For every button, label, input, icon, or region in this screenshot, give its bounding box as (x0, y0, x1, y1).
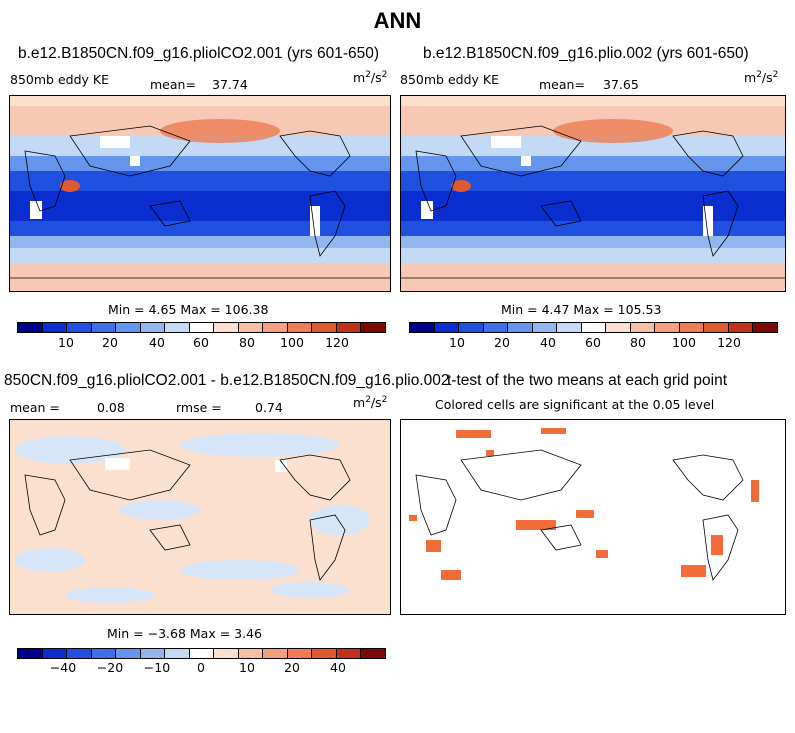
stats-bottom-left: Min = −3.68 Max = 3.46 (107, 626, 262, 641)
colorbar-tick: 40 (540, 335, 556, 350)
panel-title-bottom-left: 850CN.f09_g16.pliolCO2.001 - b.e12.B1850… (4, 372, 450, 389)
colorbar-tick: 60 (585, 335, 601, 350)
mean-value-bottom-left: 0.08 (97, 400, 125, 415)
units-label-bottom-left: m2/s2 (353, 395, 388, 411)
units-label-top-left: m2/s2 (353, 70, 388, 86)
colorbar-tick: 120 (717, 335, 741, 350)
colorbar-tick: 40 (149, 335, 165, 350)
stats-top-left: Min = 4.65 Max = 106.38 (108, 302, 269, 317)
rmse-value-bottom-left: 0.74 (255, 400, 283, 415)
colorbar-tick: 80 (239, 335, 255, 350)
units-label-top-right: m2/s2 (744, 70, 779, 86)
colorbar-top-left (17, 322, 386, 333)
map-top-left (9, 95, 391, 292)
heatmap-bottom-left (10, 420, 390, 614)
colorbar-top-right (409, 322, 778, 333)
rmse-label-bottom-left: rmse = (176, 400, 222, 415)
colorbar-tick: 20 (102, 335, 118, 350)
heatmap-top-left (10, 96, 390, 291)
mean-label-bottom-left: mean = (10, 400, 60, 415)
mean-label-top-right: mean= (539, 77, 585, 92)
colorbar-tick: −40 (49, 660, 77, 675)
colorbar-tick: 10 (58, 335, 74, 350)
figure-title: ANN (373, 8, 422, 33)
panel-subtitle-bottom-right: Colored cells are significant at the 0.0… (435, 397, 715, 412)
mean-value-top-left: 37.74 (212, 77, 248, 92)
map-top-right (400, 95, 786, 292)
colorbar-tick: 20 (284, 660, 300, 675)
colorbar-bottom-left (17, 648, 386, 659)
colorbar-tick: 100 (280, 335, 304, 350)
mean-value-top-right: 37.65 (603, 77, 639, 92)
colorbar-tick: 0 (197, 660, 205, 675)
colorbar-tick: 120 (325, 335, 349, 350)
colorbar-tick: 40 (330, 660, 346, 675)
colorbar-tick: 10 (449, 335, 465, 350)
mean-label-top-left: mean= (150, 77, 196, 92)
panel-title-bottom-right: t-test of the two means at each grid poi… (447, 372, 728, 389)
colorbar-tick: 100 (672, 335, 696, 350)
colorbar-tick: −20 (96, 660, 124, 675)
colorbar-tick: 80 (630, 335, 646, 350)
colorbar-tick: 20 (494, 335, 510, 350)
colorbar-tick: −10 (143, 660, 171, 675)
panel-title-top-right: b.e12.B1850CN.f09_g16.plio.002 (yrs 601-… (423, 45, 749, 62)
variable-label-top-right: 850mb eddy KE (400, 72, 499, 87)
panel-title-top-left: b.e12.B1850CN.f09_g16.pliolCO2.001 (yrs … (18, 45, 380, 62)
map-bottom-right (400, 419, 786, 615)
variable-label-top-left: 850mb eddy KE (10, 72, 109, 87)
stats-top-right: Min = 4.47 Max = 105.53 (501, 302, 662, 317)
significance-map (401, 420, 785, 614)
map-bottom-left (9, 419, 391, 615)
colorbar-tick: 60 (193, 335, 209, 350)
colorbar-tick: 10 (239, 660, 255, 675)
heatmap-top-right (401, 96, 785, 291)
